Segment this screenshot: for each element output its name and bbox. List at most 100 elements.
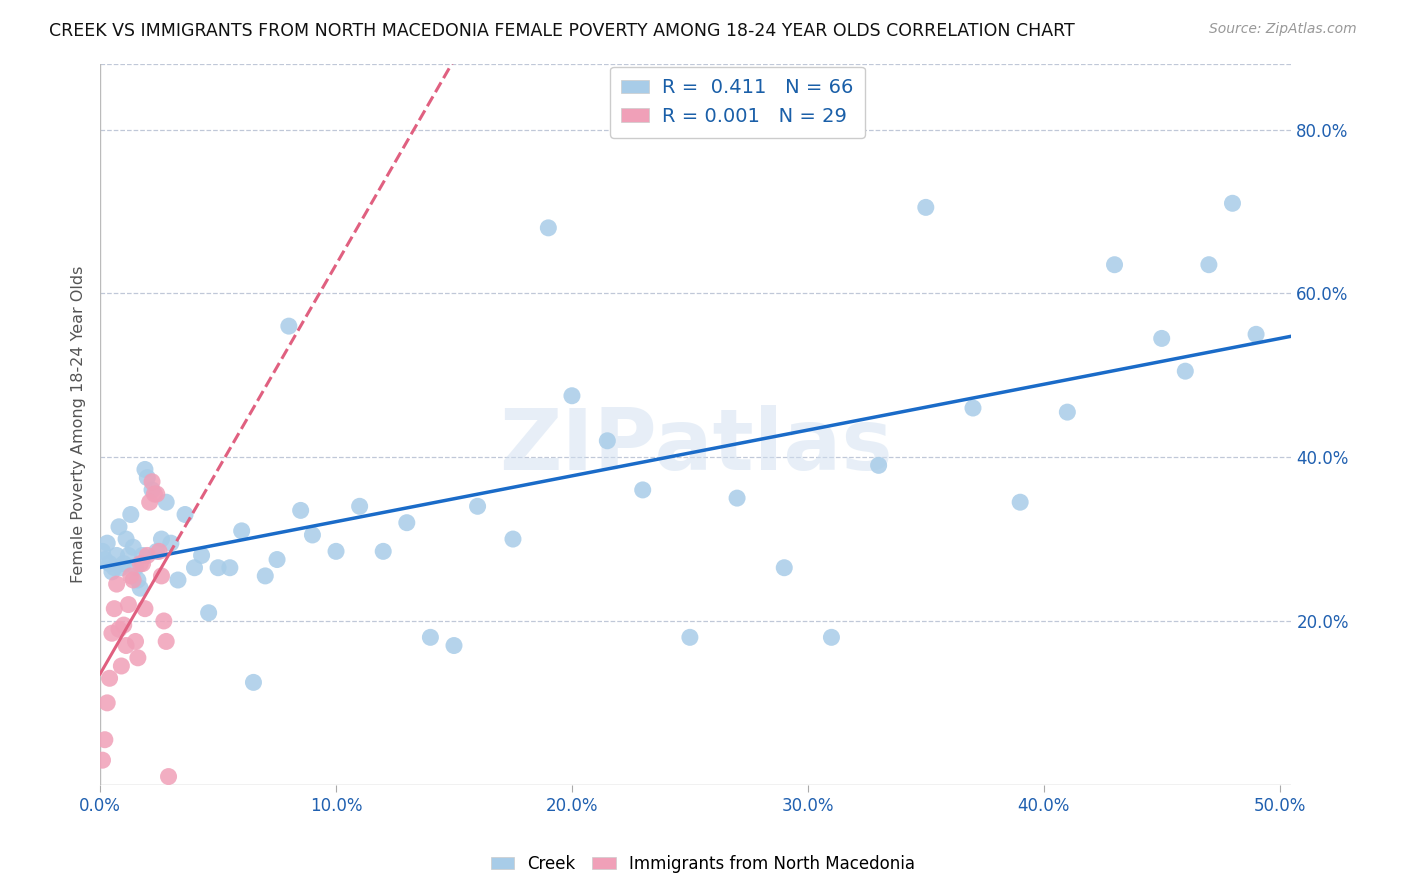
- Text: ZIPatlas: ZIPatlas: [499, 405, 893, 488]
- Point: [141, 475, 163, 489]
- Point: [266, 552, 288, 566]
- Legend: R =  0.411   N = 66, R = 0.001   N = 29: R = 0.411 N = 66, R = 0.001 N = 29: [610, 67, 865, 137]
- Point: [96, 536, 118, 550]
- Point: [596, 434, 619, 448]
- Point: [145, 544, 167, 558]
- Point: [129, 581, 152, 595]
- Point: [96, 696, 118, 710]
- Point: [1174, 364, 1197, 378]
- Point: [138, 495, 160, 509]
- Point: [277, 319, 299, 334]
- Point: [419, 631, 441, 645]
- Point: [143, 487, 166, 501]
- Point: [155, 634, 177, 648]
- Point: [290, 503, 312, 517]
- Point: [103, 601, 125, 615]
- Point: [443, 639, 465, 653]
- Point: [167, 573, 190, 587]
- Point: [94, 552, 117, 566]
- Point: [207, 560, 229, 574]
- Point: [127, 650, 149, 665]
- Point: [103, 560, 125, 574]
- Point: [1056, 405, 1078, 419]
- Y-axis label: Female Poverty Among 18-24 Year Olds: Female Poverty Among 18-24 Year Olds: [72, 266, 86, 583]
- Point: [115, 532, 138, 546]
- Point: [124, 634, 146, 648]
- Point: [150, 569, 173, 583]
- Point: [914, 200, 936, 214]
- Point: [117, 549, 139, 563]
- Point: [112, 557, 135, 571]
- Point: [773, 560, 796, 574]
- Point: [105, 549, 128, 563]
- Point: [679, 631, 702, 645]
- Point: [148, 544, 170, 558]
- Point: [1244, 327, 1267, 342]
- Point: [127, 573, 149, 587]
- Point: [131, 549, 153, 563]
- Point: [820, 631, 842, 645]
- Point: [110, 659, 132, 673]
- Point: [91, 544, 114, 558]
- Point: [134, 601, 156, 615]
- Point: [153, 614, 176, 628]
- Point: [1222, 196, 1244, 211]
- Point: [134, 462, 156, 476]
- Point: [131, 557, 153, 571]
- Point: [467, 500, 489, 514]
- Point: [150, 532, 173, 546]
- Point: [129, 557, 152, 571]
- Point: [537, 220, 560, 235]
- Point: [122, 541, 145, 555]
- Point: [120, 569, 142, 583]
- Text: Source: ZipAtlas.com: Source: ZipAtlas.com: [1209, 22, 1357, 37]
- Point: [157, 770, 180, 784]
- Point: [160, 536, 183, 550]
- Point: [101, 565, 124, 579]
- Point: [117, 598, 139, 612]
- Point: [197, 606, 219, 620]
- Point: [122, 573, 145, 587]
- Point: [962, 401, 984, 415]
- Legend: Creek, Immigrants from North Macedonia: Creek, Immigrants from North Macedonia: [484, 848, 922, 880]
- Point: [218, 560, 240, 574]
- Point: [561, 389, 583, 403]
- Point: [112, 618, 135, 632]
- Point: [1010, 495, 1032, 509]
- Point: [349, 500, 371, 514]
- Point: [136, 470, 159, 484]
- Point: [868, 458, 890, 473]
- Point: [108, 622, 131, 636]
- Point: [101, 626, 124, 640]
- Point: [1150, 331, 1173, 345]
- Point: [231, 524, 253, 538]
- Point: [301, 528, 323, 542]
- Point: [141, 483, 163, 497]
- Point: [98, 671, 121, 685]
- Point: [502, 532, 524, 546]
- Point: [631, 483, 654, 497]
- Point: [325, 544, 347, 558]
- Point: [108, 520, 131, 534]
- Point: [183, 560, 205, 574]
- Point: [115, 639, 138, 653]
- Point: [136, 549, 159, 563]
- Point: [254, 569, 277, 583]
- Point: [725, 491, 748, 505]
- Point: [1104, 258, 1126, 272]
- Point: [373, 544, 395, 558]
- Point: [110, 560, 132, 574]
- Point: [242, 675, 264, 690]
- Point: [91, 753, 114, 767]
- Point: [98, 557, 121, 571]
- Point: [395, 516, 418, 530]
- Point: [155, 495, 177, 509]
- Point: [174, 508, 197, 522]
- Point: [190, 549, 212, 563]
- Point: [1198, 258, 1220, 272]
- Point: [94, 732, 117, 747]
- Point: [120, 508, 142, 522]
- Point: [124, 560, 146, 574]
- Point: [145, 487, 167, 501]
- Text: CREEK VS IMMIGRANTS FROM NORTH MACEDONIA FEMALE POVERTY AMONG 18-24 YEAR OLDS CO: CREEK VS IMMIGRANTS FROM NORTH MACEDONIA…: [49, 22, 1076, 40]
